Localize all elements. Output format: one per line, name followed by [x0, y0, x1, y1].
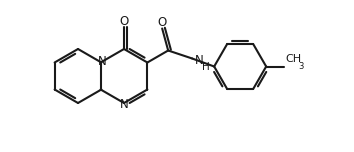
Text: N: N [98, 55, 107, 68]
Text: O: O [119, 15, 129, 28]
Text: N: N [120, 97, 129, 111]
Text: H: H [202, 62, 210, 71]
Text: 3: 3 [299, 62, 304, 71]
Text: CH: CH [285, 54, 301, 64]
Text: O: O [158, 17, 167, 29]
Text: N: N [195, 54, 204, 67]
